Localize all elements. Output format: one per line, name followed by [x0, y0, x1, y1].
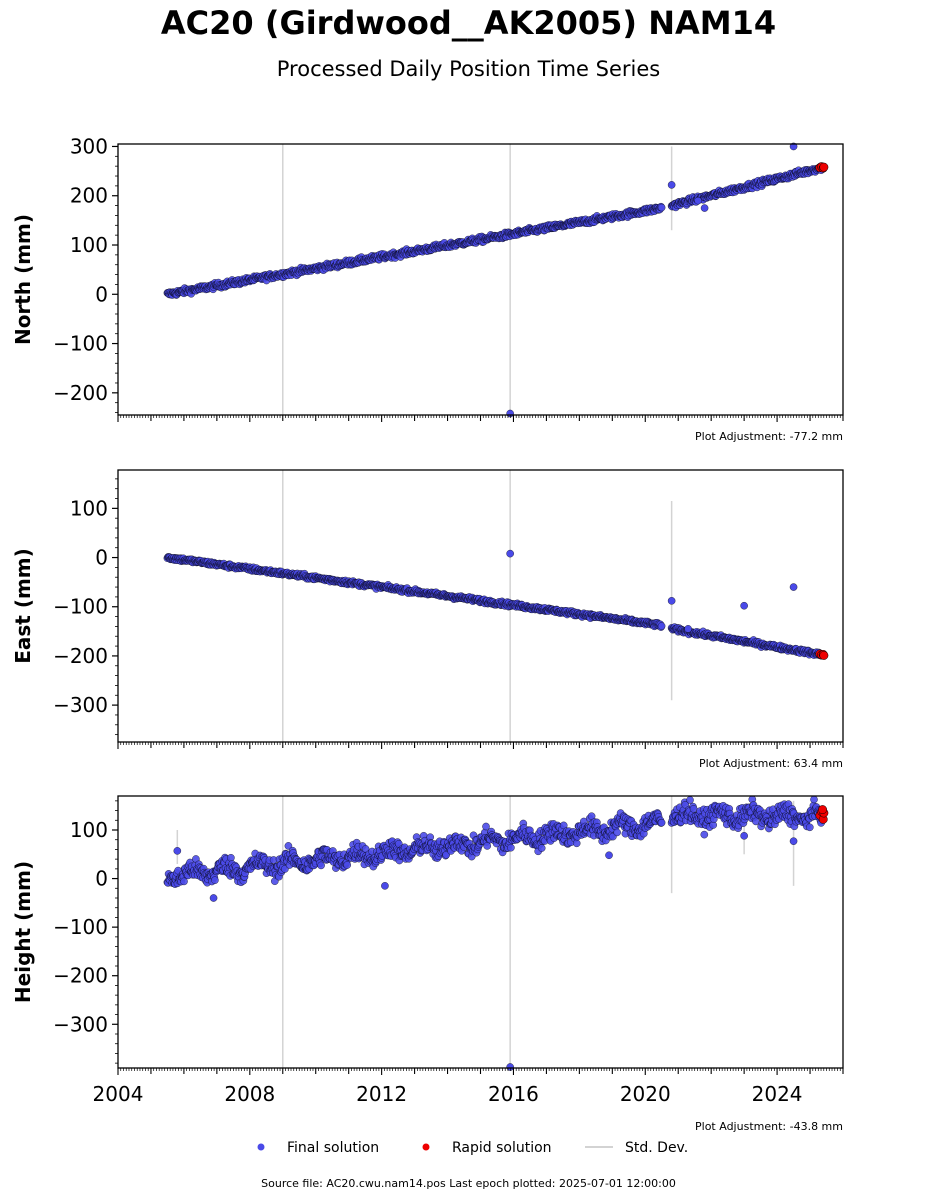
final-point	[483, 842, 491, 850]
final-point	[537, 844, 546, 852]
final-point	[613, 828, 621, 837]
x-tick-label: 2024	[752, 1082, 803, 1106]
final-point	[657, 622, 666, 630]
panel-3: −300 −200 −100 0 100 2004 2008 2012 2016 2020 2024…	[11, 795, 844, 1133]
final-point-outlier	[700, 204, 709, 212]
final-point	[810, 795, 818, 804]
x-tick-label: 2016	[488, 1082, 539, 1106]
final-point	[507, 843, 515, 852]
x-tick-label: 2008	[224, 1082, 275, 1106]
final-point-outlier	[667, 181, 676, 189]
y-tick-label: −300	[53, 1012, 108, 1036]
y-tick-label: 200	[70, 184, 108, 208]
final-point-outlier	[740, 832, 748, 840]
final-point-outlier	[506, 549, 514, 558]
chart-subtitle: Processed Daily Position Time Series	[276, 57, 661, 81]
rapid-solution-points	[815, 805, 829, 824]
rapid-solution-points	[815, 162, 829, 173]
final-point-outlier	[667, 597, 676, 605]
final-point	[686, 796, 694, 804]
final-point	[482, 822, 490, 831]
final-point	[806, 823, 814, 832]
final-solution-points	[163, 795, 825, 1071]
y-tick-label: 300	[70, 134, 108, 158]
final-point-outlier	[381, 882, 389, 890]
legend-rapid-label: Rapid solution	[452, 1140, 552, 1156]
y-tick-label: 0	[95, 282, 108, 306]
y-tick-label: −300	[53, 693, 108, 717]
y-tick-label: −200	[53, 964, 108, 988]
y-axis-label: Height (mm)	[11, 861, 35, 1003]
plot-adjustment-note: Plot Adjustment: 63.4 mm	[699, 757, 843, 770]
x-tick-label: 2020	[620, 1082, 671, 1106]
y-tick-label: 100	[70, 496, 108, 520]
final-point-outlier	[605, 851, 613, 860]
final-point	[284, 842, 293, 850]
legend-std-label: Std. Dev.	[625, 1140, 688, 1156]
final-point	[572, 839, 581, 848]
rapid-point	[819, 162, 829, 172]
y-tick-label: 0	[95, 867, 108, 891]
chart-title: AC20 (Girdwood__AK2005) NAM14	[160, 4, 777, 42]
legend-final-marker	[257, 1143, 265, 1151]
plot-adjustment-note: Plot Adjustment: -77.2 mm	[695, 430, 843, 443]
final-point	[180, 877, 188, 886]
legend: Final solution Rapid solution Std. Dev.	[257, 1140, 688, 1156]
y-tick-label: 100	[70, 818, 108, 842]
final-point-outlier	[789, 583, 798, 591]
final-point	[657, 203, 666, 212]
final-point	[227, 854, 235, 862]
rapid-point	[818, 805, 828, 815]
y-tick-label: −100	[53, 595, 108, 619]
y-tick-label: −100	[53, 915, 108, 939]
y-axis-label: North (mm)	[11, 214, 35, 345]
final-point-outlier	[694, 196, 702, 205]
y-axis-label: East (mm)	[11, 548, 35, 664]
legend-final-label: Final solution	[287, 1140, 379, 1156]
y-tick-label: −100	[53, 332, 108, 356]
final-point	[700, 830, 709, 839]
panel-2: −300 −200 −100 0 100 East (mm) Plot Adjustment…	[11, 469, 844, 770]
final-point-outlier	[789, 142, 798, 151]
final-solution-points	[163, 142, 825, 418]
source-footer: Source file: AC20.cwu.nam14.pos Last epo…	[261, 1177, 676, 1190]
final-point-outlier	[684, 625, 692, 633]
final-point	[317, 861, 325, 870]
rapid-point	[819, 650, 829, 660]
legend-rapid-marker	[422, 1143, 430, 1151]
final-point-outlier	[740, 601, 748, 610]
y-tick-label: 0	[95, 546, 108, 570]
final-point-outlier	[173, 847, 182, 855]
x-tick-label: 2004	[93, 1082, 144, 1106]
final-point-outlier	[789, 837, 798, 845]
final-point	[343, 861, 351, 869]
y-tick-label: −200	[53, 381, 108, 405]
final-point-outlier	[506, 1063, 514, 1071]
final-solution-points	[163, 549, 825, 660]
final-point	[211, 876, 219, 884]
final-point	[657, 818, 666, 827]
panel-1: −200 −100 0 100 200 300 North (mm) Plot Adjustm…	[11, 134, 844, 443]
final-point	[689, 805, 698, 813]
y-tick-label: −200	[53, 644, 108, 668]
rapid-solution-points	[815, 649, 829, 660]
final-point-outlier	[209, 894, 218, 902]
y-tick-label: 100	[70, 233, 108, 257]
x-tick-label: 2012	[356, 1082, 407, 1106]
plot-adjustment-note: Plot Adjustment: -43.8 mm	[695, 1120, 843, 1133]
